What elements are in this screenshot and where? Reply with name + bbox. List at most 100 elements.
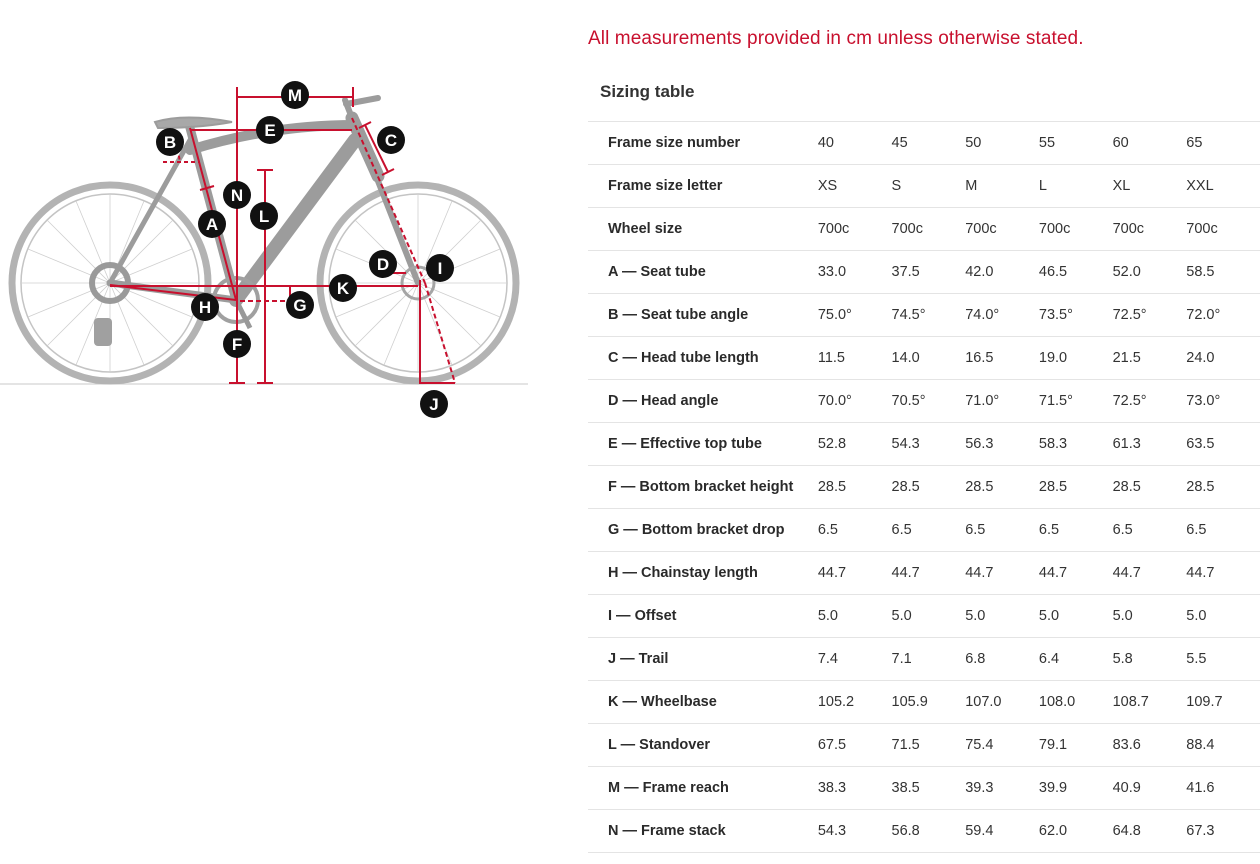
cell-value: 44.7 [891, 551, 966, 595]
cell-value: 61.3 [1112, 422, 1187, 466]
cell-value: 72.0° [1186, 293, 1260, 337]
cell-value: 7.4 [817, 637, 892, 681]
cell-value: 71.0° [965, 379, 1039, 423]
cell-value: 5.0 [817, 594, 892, 638]
row-label: E — Effective top tube [588, 422, 818, 466]
table-row: J — Trail 7.4 7.1 6.8 6.4 5.8 5.5 [588, 637, 1260, 681]
cell-value: 28.5 [891, 465, 966, 509]
badge-M: M [281, 81, 309, 109]
cell-value: 14.0 [891, 336, 966, 380]
table-row: Wheel size 700c 700c 700c 700c 700c 700c [588, 207, 1260, 251]
table-row: K — Wheelbase 105.2 105.9 107.0 108.0 108.7 10… [588, 680, 1260, 724]
cell-value: 83.6 [1112, 723, 1187, 767]
cell-value: 46.5 [1038, 250, 1113, 294]
cell-value: 6.4 [1038, 637, 1113, 681]
cell-value: 108.0 [1038, 680, 1113, 724]
cell-value: 6.5 [1038, 508, 1113, 552]
badge-H: H [191, 293, 219, 321]
sizing-table-body: Frame size number 40 45 50 55 60 65 Frame size … [588, 121, 1260, 853]
row-label: C — Head tube length [588, 336, 818, 380]
cell-value: 105.2 [817, 680, 892, 724]
badge-A: A [198, 210, 226, 238]
cell-value: 21.5 [1112, 336, 1187, 380]
cell-value: 39.3 [965, 766, 1039, 810]
row-label: Wheel size [588, 207, 818, 251]
cell-value: S [891, 164, 966, 208]
cell-value: 63.5 [1186, 422, 1260, 466]
cell-value: 28.5 [1112, 465, 1187, 509]
badge-M-label: M [288, 86, 302, 105]
cell-value: 5.5 [1186, 637, 1260, 681]
table-row: L — Standover 67.5 71.5 75.4 79.1 83.6 88.4 [588, 723, 1260, 767]
cell-value: 52.0 [1112, 250, 1187, 294]
badge-N: N [223, 181, 251, 209]
cell-value: 6.8 [965, 637, 1039, 681]
cell-value: 40 [817, 121, 892, 165]
cell-value: 5.8 [1112, 637, 1187, 681]
badge-F: F [223, 330, 251, 358]
cell-value: 5.0 [1186, 594, 1260, 638]
measurement-notice: All measurements provided in cm unless o… [588, 28, 1084, 49]
table-row: Frame size number 40 45 50 55 60 65 [588, 121, 1260, 165]
cell-value: 44.7 [1186, 551, 1260, 595]
badge-K-label: K [337, 279, 350, 298]
cell-value: XXL [1186, 164, 1260, 208]
cell-value: 71.5 [891, 723, 966, 767]
badge-G-label: G [293, 296, 306, 315]
cell-value: 75.0° [817, 293, 892, 337]
cell-value: 37.5 [891, 250, 966, 294]
cell-value: 56.8 [891, 809, 966, 853]
row-label: H — Chainstay length [588, 551, 818, 595]
row-label: A — Seat tube [588, 250, 818, 294]
cell-value: 19.0 [1038, 336, 1113, 380]
cell-value: 88.4 [1186, 723, 1260, 767]
cell-value: 73.5° [1038, 293, 1113, 337]
cell-value: 28.5 [1186, 465, 1260, 509]
row-label: I — Offset [588, 594, 818, 638]
cell-value: 6.5 [891, 508, 966, 552]
cell-value: 28.5 [1038, 465, 1113, 509]
cell-value: 70.0° [817, 379, 892, 423]
cell-value: 6.5 [1112, 508, 1187, 552]
cell-value: XL [1112, 164, 1187, 208]
cell-value: 54.3 [817, 809, 892, 853]
cell-value: XS [817, 164, 892, 208]
table-row: C — Head tube length 11.5 14.0 16.5 19.0 21.5… [588, 336, 1260, 380]
cell-value: L [1038, 164, 1113, 208]
cell-value: 60 [1112, 121, 1187, 165]
cell-value: 42.0 [965, 250, 1039, 294]
badge-L: L [250, 202, 278, 230]
cell-value: 67.5 [817, 723, 892, 767]
row-label: Frame size number [588, 121, 818, 165]
badge-E: E [256, 116, 284, 144]
cell-value: 28.5 [817, 465, 892, 509]
cell-value: 72.5° [1112, 379, 1187, 423]
cell-value: 64.8 [1112, 809, 1187, 853]
cell-value: 44.7 [1112, 551, 1187, 595]
badge-E-label: E [264, 121, 275, 140]
badge-L-label: L [259, 207, 269, 226]
table-row: A — Seat tube 33.0 37.5 42.0 46.5 52.0 58.5 [588, 250, 1260, 294]
cell-value: 74.5° [891, 293, 966, 337]
cell-value: 105.9 [891, 680, 966, 724]
cell-value: 33.0 [817, 250, 892, 294]
cell-value: 73.0° [1186, 379, 1260, 423]
table-row: D — Head angle 70.0° 70.5° 71.0° 71.5° 72.5° 7… [588, 379, 1260, 423]
cell-value: 700c [891, 207, 966, 251]
cell-value: 700c [1038, 207, 1113, 251]
badge-C: C [377, 126, 405, 154]
cell-value: 41.6 [1186, 766, 1260, 810]
cell-value: 44.7 [1038, 551, 1113, 595]
badge-J-label: J [429, 395, 438, 414]
bike-geometry-diagram: M B E C N L A D I K H G F J [0, 81, 528, 418]
badge-I: I [426, 254, 454, 282]
table-row: Frame size letter XS S M L XL XXL [588, 164, 1260, 208]
cell-value: 70.5° [891, 379, 966, 423]
cell-value: 52.8 [817, 422, 892, 466]
row-label: J — Trail [588, 637, 818, 681]
cell-value: 38.3 [817, 766, 892, 810]
cell-value: 6.5 [817, 508, 892, 552]
badge-D: D [369, 250, 397, 278]
row-label: F — Bottom bracket height [588, 465, 818, 509]
cell-value: 5.0 [1038, 594, 1113, 638]
